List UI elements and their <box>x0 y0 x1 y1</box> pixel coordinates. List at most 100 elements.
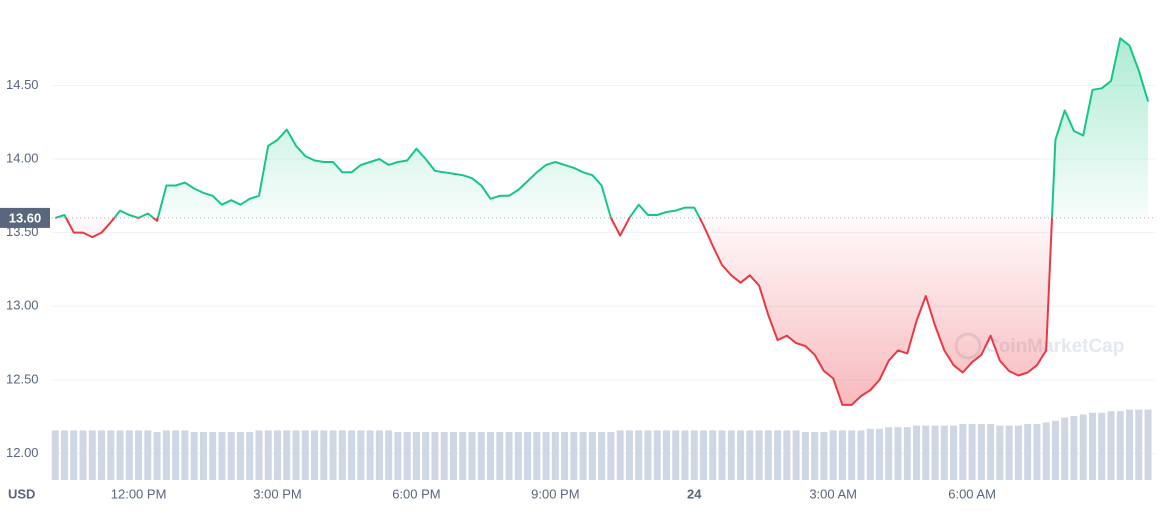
volume-bar <box>181 430 189 480</box>
volume-bar <box>135 430 143 480</box>
volume-bar <box>1107 411 1115 480</box>
volume-bar <box>1014 425 1022 480</box>
volume-bar <box>616 430 624 480</box>
volume-bar <box>255 430 263 480</box>
volume-bar <box>950 425 958 480</box>
volume-bar <box>977 424 985 480</box>
volume-bar <box>894 427 902 480</box>
volume-bar <box>144 430 152 480</box>
volume-bar <box>653 430 661 480</box>
volume-bar <box>718 430 726 480</box>
volume-bar <box>348 430 356 480</box>
volume-bar <box>385 430 393 480</box>
volume-bar <box>1135 409 1143 480</box>
volume-bar <box>857 430 865 480</box>
baseline-label-box <box>0 207 50 228</box>
volume-bar <box>709 430 717 480</box>
volume-bar <box>1042 422 1050 480</box>
volume-bar <box>153 432 161 480</box>
volume-bar <box>774 430 782 480</box>
volume-bar <box>524 432 532 480</box>
volume-bar <box>829 430 837 480</box>
volume-bar <box>1051 420 1059 480</box>
volume-bar <box>885 427 893 480</box>
volume-bar <box>487 432 495 480</box>
volume-bar <box>1061 417 1069 480</box>
volume-bar <box>727 430 735 480</box>
volume-bar <box>357 430 365 480</box>
volume-bar <box>1079 414 1087 480</box>
volume-bar <box>329 430 337 480</box>
axis-unit: USD <box>8 486 35 501</box>
volume-bar <box>764 430 772 480</box>
volume-bar <box>1116 411 1124 480</box>
volume-bar <box>820 432 828 480</box>
volume-bar <box>542 432 550 480</box>
volume-bar <box>209 432 217 480</box>
volume-bar <box>172 430 180 480</box>
volume-bar <box>125 430 133 480</box>
volume-bar <box>838 430 846 480</box>
volume-bar <box>505 432 513 480</box>
volume-bar <box>338 430 346 480</box>
volume-bar <box>459 432 467 480</box>
volume-bar <box>79 430 87 480</box>
y-tick-label: 14.00 <box>6 150 39 165</box>
price-line <box>54 37 1150 406</box>
volume-bar <box>70 430 78 480</box>
volume-bar <box>672 430 680 480</box>
volume-bar <box>922 425 930 480</box>
volume-bar <box>88 430 96 480</box>
volume-bar <box>246 432 254 480</box>
volume-bar <box>514 432 522 480</box>
volume-bar <box>190 432 198 480</box>
volume-bar <box>737 430 745 480</box>
volume-bar <box>579 432 587 480</box>
volume-bar <box>746 430 754 480</box>
volume-bar <box>848 430 856 480</box>
volume-bar <box>940 425 948 480</box>
volume-bar <box>1024 424 1032 480</box>
volume-bar <box>366 430 374 480</box>
volume-bar <box>227 432 235 480</box>
volume-bar <box>959 424 967 480</box>
volume-bar <box>1098 412 1106 480</box>
volume-bar <box>792 430 800 480</box>
volume-bar <box>811 432 819 480</box>
volume-bar <box>1088 412 1096 480</box>
volume-bar <box>162 430 170 480</box>
volume-bar <box>625 430 633 480</box>
volume-bar <box>264 430 272 480</box>
volume-bar <box>449 432 457 480</box>
volume-bar <box>61 430 69 480</box>
volume-bar <box>496 432 504 480</box>
volume-bar <box>412 432 420 480</box>
volume-bar <box>551 432 559 480</box>
volume-bar <box>107 430 115 480</box>
volume-bar <box>440 432 448 480</box>
volume-bar <box>681 430 689 480</box>
x-tick-label: 3:00 PM <box>253 486 301 501</box>
volume-bar <box>236 432 244 480</box>
x-tick-label: 12:00 PM <box>111 486 167 501</box>
volume-bar <box>644 430 652 480</box>
volume-bar <box>320 430 328 480</box>
volume-bar <box>422 432 430 480</box>
volume-bar <box>1070 416 1078 480</box>
volume-bar <box>570 432 578 480</box>
y-tick-label: 13.00 <box>6 298 39 313</box>
volume-bar <box>690 430 698 480</box>
volume-bar <box>394 432 402 480</box>
volume-bar <box>987 424 995 480</box>
volume-bar <box>218 432 226 480</box>
x-tick-label: 9:00 PM <box>531 486 579 501</box>
volume-bar <box>375 430 383 480</box>
volume-bar <box>51 430 59 480</box>
volume-bar <box>996 425 1004 480</box>
volume-bar <box>431 432 439 480</box>
volume-bar <box>561 432 569 480</box>
volume-bar <box>931 425 939 480</box>
x-tick-label: 24 <box>687 486 702 501</box>
volume-bar <box>311 430 319 480</box>
